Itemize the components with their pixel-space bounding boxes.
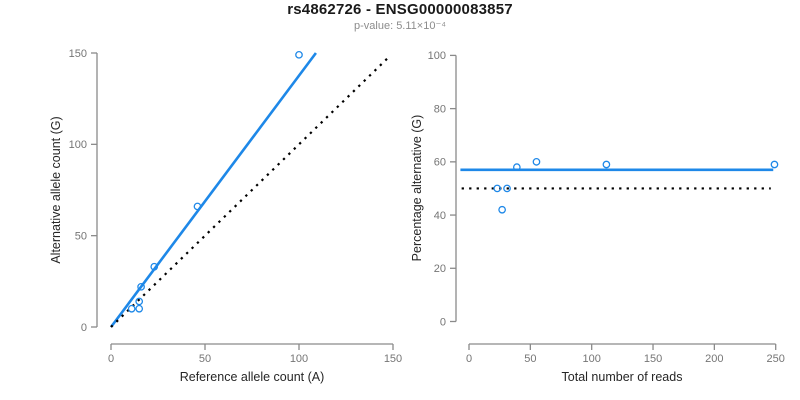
data-point bbox=[503, 184, 511, 193]
data-point bbox=[493, 184, 502, 193]
y-tick-label: 100 bbox=[428, 50, 446, 62]
data-point bbox=[532, 157, 541, 166]
y-tick-label: 20 bbox=[434, 263, 446, 275]
data-point bbox=[512, 163, 521, 172]
left-plot-xlabel: Reference allele count (A) bbox=[179, 370, 325, 384]
y-tick-label: 50 bbox=[75, 230, 87, 242]
data-point bbox=[150, 262, 159, 271]
identity-line-y-equals-x bbox=[110, 55, 391, 328]
x-tick-label: 150 bbox=[384, 353, 402, 365]
left-plot-ylabel: Alternative allele count (G) bbox=[49, 116, 63, 264]
x-tick-label: 100 bbox=[583, 353, 601, 365]
y-tick-label: 0 bbox=[440, 316, 446, 328]
data-point bbox=[498, 205, 506, 214]
y-tick-label: 150 bbox=[69, 48, 87, 60]
figure-title: rs4862726 - ENSG00000083857 bbox=[287, 1, 513, 18]
x-tick-label: 100 bbox=[290, 353, 308, 365]
x-tick-label: 0 bbox=[108, 353, 114, 365]
x-tick-label: 150 bbox=[644, 353, 662, 365]
data-point bbox=[295, 50, 303, 59]
right-plot-xlabel: Total number of reads bbox=[561, 370, 683, 384]
right-plot-ylabel: Percentage alternative (G) bbox=[410, 114, 424, 262]
y-tick-label: 0 bbox=[81, 322, 87, 334]
data-point bbox=[137, 282, 145, 291]
x-tick-label: 200 bbox=[705, 353, 723, 365]
y-tick-label: 60 bbox=[434, 157, 446, 169]
y-tick-label: 40 bbox=[434, 210, 446, 222]
fitted-allelic-ratio-line bbox=[109, 52, 317, 328]
data-point bbox=[135, 304, 144, 313]
x-tick-label: 250 bbox=[767, 353, 785, 365]
data-point bbox=[770, 160, 779, 169]
x-tick-label: 50 bbox=[524, 353, 536, 365]
data-point bbox=[127, 304, 136, 313]
data-point bbox=[193, 202, 202, 211]
y-tick-label: 100 bbox=[69, 139, 87, 151]
right-scatter-plot: 0 50 100 150 200 250 0 20 40 60 80 100 bbox=[428, 50, 785, 365]
x-tick-label: 50 bbox=[199, 353, 211, 365]
data-point bbox=[135, 297, 144, 306]
x-tick-label: 0 bbox=[466, 353, 472, 365]
data-point bbox=[602, 160, 611, 169]
y-tick-label: 80 bbox=[434, 103, 446, 115]
figure-subtitle-pvalue: p-value: 5.11×10⁻⁴ bbox=[354, 20, 446, 32]
left-scatter-plot: 0 50 100 150 0 50 100 150 bbox=[69, 48, 403, 365]
